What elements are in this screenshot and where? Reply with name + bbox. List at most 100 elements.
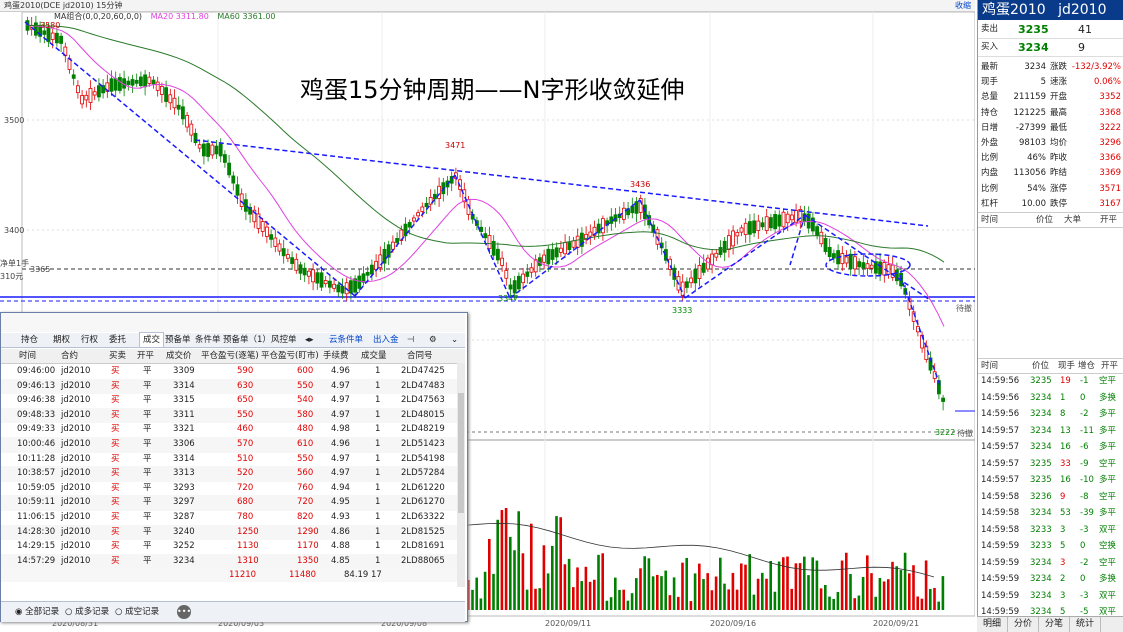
table-row[interactable]: 10:59:11 jd2010 买 平 3297 680 720 4.95 1 2LD61270 bbox=[1, 495, 457, 511]
more-icon[interactable]: ••• bbox=[177, 605, 191, 619]
stat-value: 5 bbox=[1040, 77, 1046, 88]
table-row[interactable]: 10:11:28 jd2010 买 平 3314 510 550 4.97 1 2LD54198 bbox=[1, 452, 457, 468]
panel-tab[interactable]: 条件单 bbox=[195, 335, 221, 345]
trade-row[interactable]: 14:59:58 3236 9 -8 空平 bbox=[978, 489, 1123, 506]
collapse-button[interactable]: 收缩 bbox=[955, 1, 971, 10]
candle-body bbox=[495, 248, 500, 261]
bid-row[interactable]: 买入 3234 9 bbox=[978, 39, 1123, 57]
volume-bar bbox=[916, 596, 919, 610]
filter-short[interactable]: ○ 成空记录 bbox=[115, 607, 160, 617]
trade-row[interactable]: 14:59:59 3234 3 -2 空平 bbox=[978, 555, 1123, 572]
panel-link[interactable]: 出入金 bbox=[373, 335, 399, 345]
trade-row[interactable]: 14:59:57 3235 16 -10 多平 bbox=[978, 472, 1123, 489]
trade-row[interactable]: 14:59:58 3233 3 -3 双平 bbox=[978, 522, 1123, 539]
gear-icon[interactable]: ⚙ bbox=[429, 335, 437, 345]
chevron-down-icon[interactable]: ⌄ bbox=[451, 335, 459, 345]
table-cell: 550 bbox=[297, 380, 314, 391]
table-row[interactable]: 14:29:15 jd2010 买 平 3252 1130 1170 4.88 1 2LD8169… bbox=[1, 539, 457, 555]
table-cell: 3311 bbox=[173, 409, 195, 420]
table-row[interactable]: 09:46:00 jd2010 买 平 3309 590 600 4.96 1 2LD47425 bbox=[1, 364, 457, 380]
pending-tag[interactable]: 待撤 bbox=[957, 429, 973, 438]
trade-row[interactable]: 14:59:57 3235 33 -9 空平 bbox=[978, 456, 1123, 473]
trade-row[interactable]: 14:59:56 3235 19 -1 空平 bbox=[978, 373, 1123, 390]
trade-row[interactable]: 14:59:59 3233 5 0 空换 bbox=[978, 538, 1123, 555]
volume-bar bbox=[580, 581, 583, 610]
panel-tab[interactable]: 委托 bbox=[109, 335, 127, 345]
column-header[interactable]: 合约 bbox=[61, 351, 79, 361]
candle-body bbox=[256, 213, 261, 229]
trade-oi-change: -39 bbox=[1080, 508, 1094, 518]
table-row[interactable]: 14:57:29 jd2010 买 平 3234 1310 1350 4.85 1 2LD8806… bbox=[1, 553, 457, 570]
column-header[interactable]: 买卖 bbox=[109, 351, 127, 361]
volume-bar bbox=[504, 507, 508, 610]
candle-body bbox=[773, 214, 777, 230]
candle-body bbox=[101, 85, 105, 94]
table-row[interactable]: 11:06:15 jd2010 买 平 3287 780 820 4.93 1 2LD63322 bbox=[1, 510, 457, 526]
trade-row[interactable]: 14:59:59 3234 2 0 多换 bbox=[978, 571, 1123, 588]
candle-body bbox=[542, 254, 546, 263]
trade-row[interactable]: 14:59:57 3234 13 -11 多平 bbox=[978, 423, 1123, 440]
pin-icon[interactable]: ⊣ bbox=[407, 335, 415, 345]
panel-tab[interactable]: 行权 bbox=[81, 335, 99, 345]
panel-link[interactable]: 云条件单 bbox=[329, 335, 364, 345]
column-header[interactable]: 开平 bbox=[137, 351, 155, 361]
table-cell: jd2010 bbox=[61, 424, 91, 435]
trade-row[interactable]: 14:59:59 3234 5 -5 双平 bbox=[978, 604, 1123, 621]
stat-row: 最新 3234 涨跌 -132/3.92% bbox=[978, 60, 1123, 74]
trade-volume: 9 bbox=[1060, 491, 1066, 502]
panel-tab[interactable]: 期权 bbox=[53, 335, 71, 345]
column-header[interactable]: 合同号 bbox=[407, 351, 433, 361]
panel-tab[interactable]: 风控单 bbox=[271, 335, 297, 345]
panel-tab[interactable]: 成交 bbox=[139, 332, 165, 348]
ask-row[interactable]: 卖出 3235 41 bbox=[978, 21, 1123, 39]
table-cell: 平 bbox=[143, 468, 152, 479]
table-row[interactable]: 09:46:13 jd2010 买 平 3314 630 550 4.97 1 2LD47483 bbox=[1, 378, 457, 395]
tab-tick[interactable]: 分笔 bbox=[1039, 617, 1071, 632]
panel-tab[interactable]: 预备单 bbox=[165, 335, 191, 345]
column-header[interactable]: 平仓盈亏(逐笔) bbox=[201, 351, 259, 361]
trade-row[interactable]: 14:59:56 3234 8 -2 多平 bbox=[978, 406, 1123, 423]
column-header[interactable]: 平仓盈亏(盯市) bbox=[261, 351, 319, 361]
volume-bar bbox=[727, 589, 730, 610]
volume-bar bbox=[790, 588, 793, 610]
trade-row[interactable]: 14:59:58 3234 53 -39 多平 bbox=[978, 505, 1123, 522]
table-cell: 1 bbox=[375, 380, 381, 391]
candle-body bbox=[491, 240, 496, 256]
volume-bar bbox=[677, 596, 680, 610]
column-header[interactable]: 手续费 bbox=[323, 351, 349, 361]
tab-price[interactable]: 分价 bbox=[1008, 617, 1040, 632]
table-row[interactable]: 09:46:38 jd2010 买 平 3315 650 540 4.97 1 2LD47563 bbox=[1, 393, 457, 409]
panel-tab[interactable]: 持仓 bbox=[21, 335, 39, 345]
trade-row[interactable]: 14:59:56 3234 1 0 多换 bbox=[978, 390, 1123, 407]
table-cell: 买 bbox=[111, 380, 120, 391]
table-cell: 600 bbox=[297, 366, 314, 376]
table-row[interactable]: 10:00:46 jd2010 买 平 3306 570 610 4.96 1 2LD51423 bbox=[1, 437, 457, 453]
table-cell: 720 bbox=[237, 482, 254, 493]
table-row[interactable]: 10:38:57 jd2010 买 平 3313 520 560 4.97 1 2LD57284 bbox=[1, 466, 457, 482]
trade-row[interactable]: 14:59:59 3234 3 -3 双平 bbox=[978, 588, 1123, 605]
chart-title-bar: 鸡蛋2010(DCE jd2010) 15分钟 收缩 bbox=[0, 0, 975, 12]
filter-long[interactable]: ○ 成多记录 bbox=[65, 607, 110, 617]
trade-price: 3235 bbox=[1030, 458, 1052, 469]
stat-label: 最高 bbox=[1050, 107, 1068, 118]
trade-row[interactable]: 14:59:57 3234 16 -6 多平 bbox=[978, 439, 1123, 456]
tab-detail[interactable]: 明细 bbox=[977, 617, 1009, 632]
candle-body bbox=[647, 215, 651, 226]
table-row[interactable]: 09:49:33 jd2010 买 平 3321 460 480 4.98 1 2LD48219 bbox=[1, 422, 457, 438]
column-header[interactable]: 成交价 bbox=[166, 351, 192, 361]
records-scrollbar[interactable] bbox=[457, 363, 465, 587]
panel-tab[interactable]: 预备单（1） bbox=[223, 335, 271, 345]
filter-all[interactable]: ◉ 全部记录 bbox=[15, 607, 60, 617]
tab-stats[interactable]: 统计 bbox=[1070, 617, 1102, 632]
table-row[interactable]: 14:28:30 jd2010 买 平 3240 1250 1290 4.86 1 2LD8152… bbox=[1, 524, 457, 541]
volume-bar bbox=[467, 579, 470, 610]
column-header[interactable]: 时间 bbox=[19, 351, 37, 361]
volume-bar bbox=[538, 588, 541, 610]
volume-bar bbox=[752, 594, 756, 610]
table-cell: 2LD88065 bbox=[401, 555, 445, 566]
tab-scroll-icon[interactable]: ◂▸ bbox=[305, 335, 314, 345]
column-header[interactable]: 成交量 bbox=[361, 351, 387, 361]
table-row[interactable]: 09:48:33 jd2010 买 平 3311 550 580 4.97 1 2LD48015 bbox=[1, 407, 457, 424]
table-row[interactable]: 10:59:05 jd2010 买 平 3293 720 760 4.94 1 2LD61220 bbox=[1, 481, 457, 497]
pending-tag[interactable]: 待撤 bbox=[956, 304, 972, 313]
